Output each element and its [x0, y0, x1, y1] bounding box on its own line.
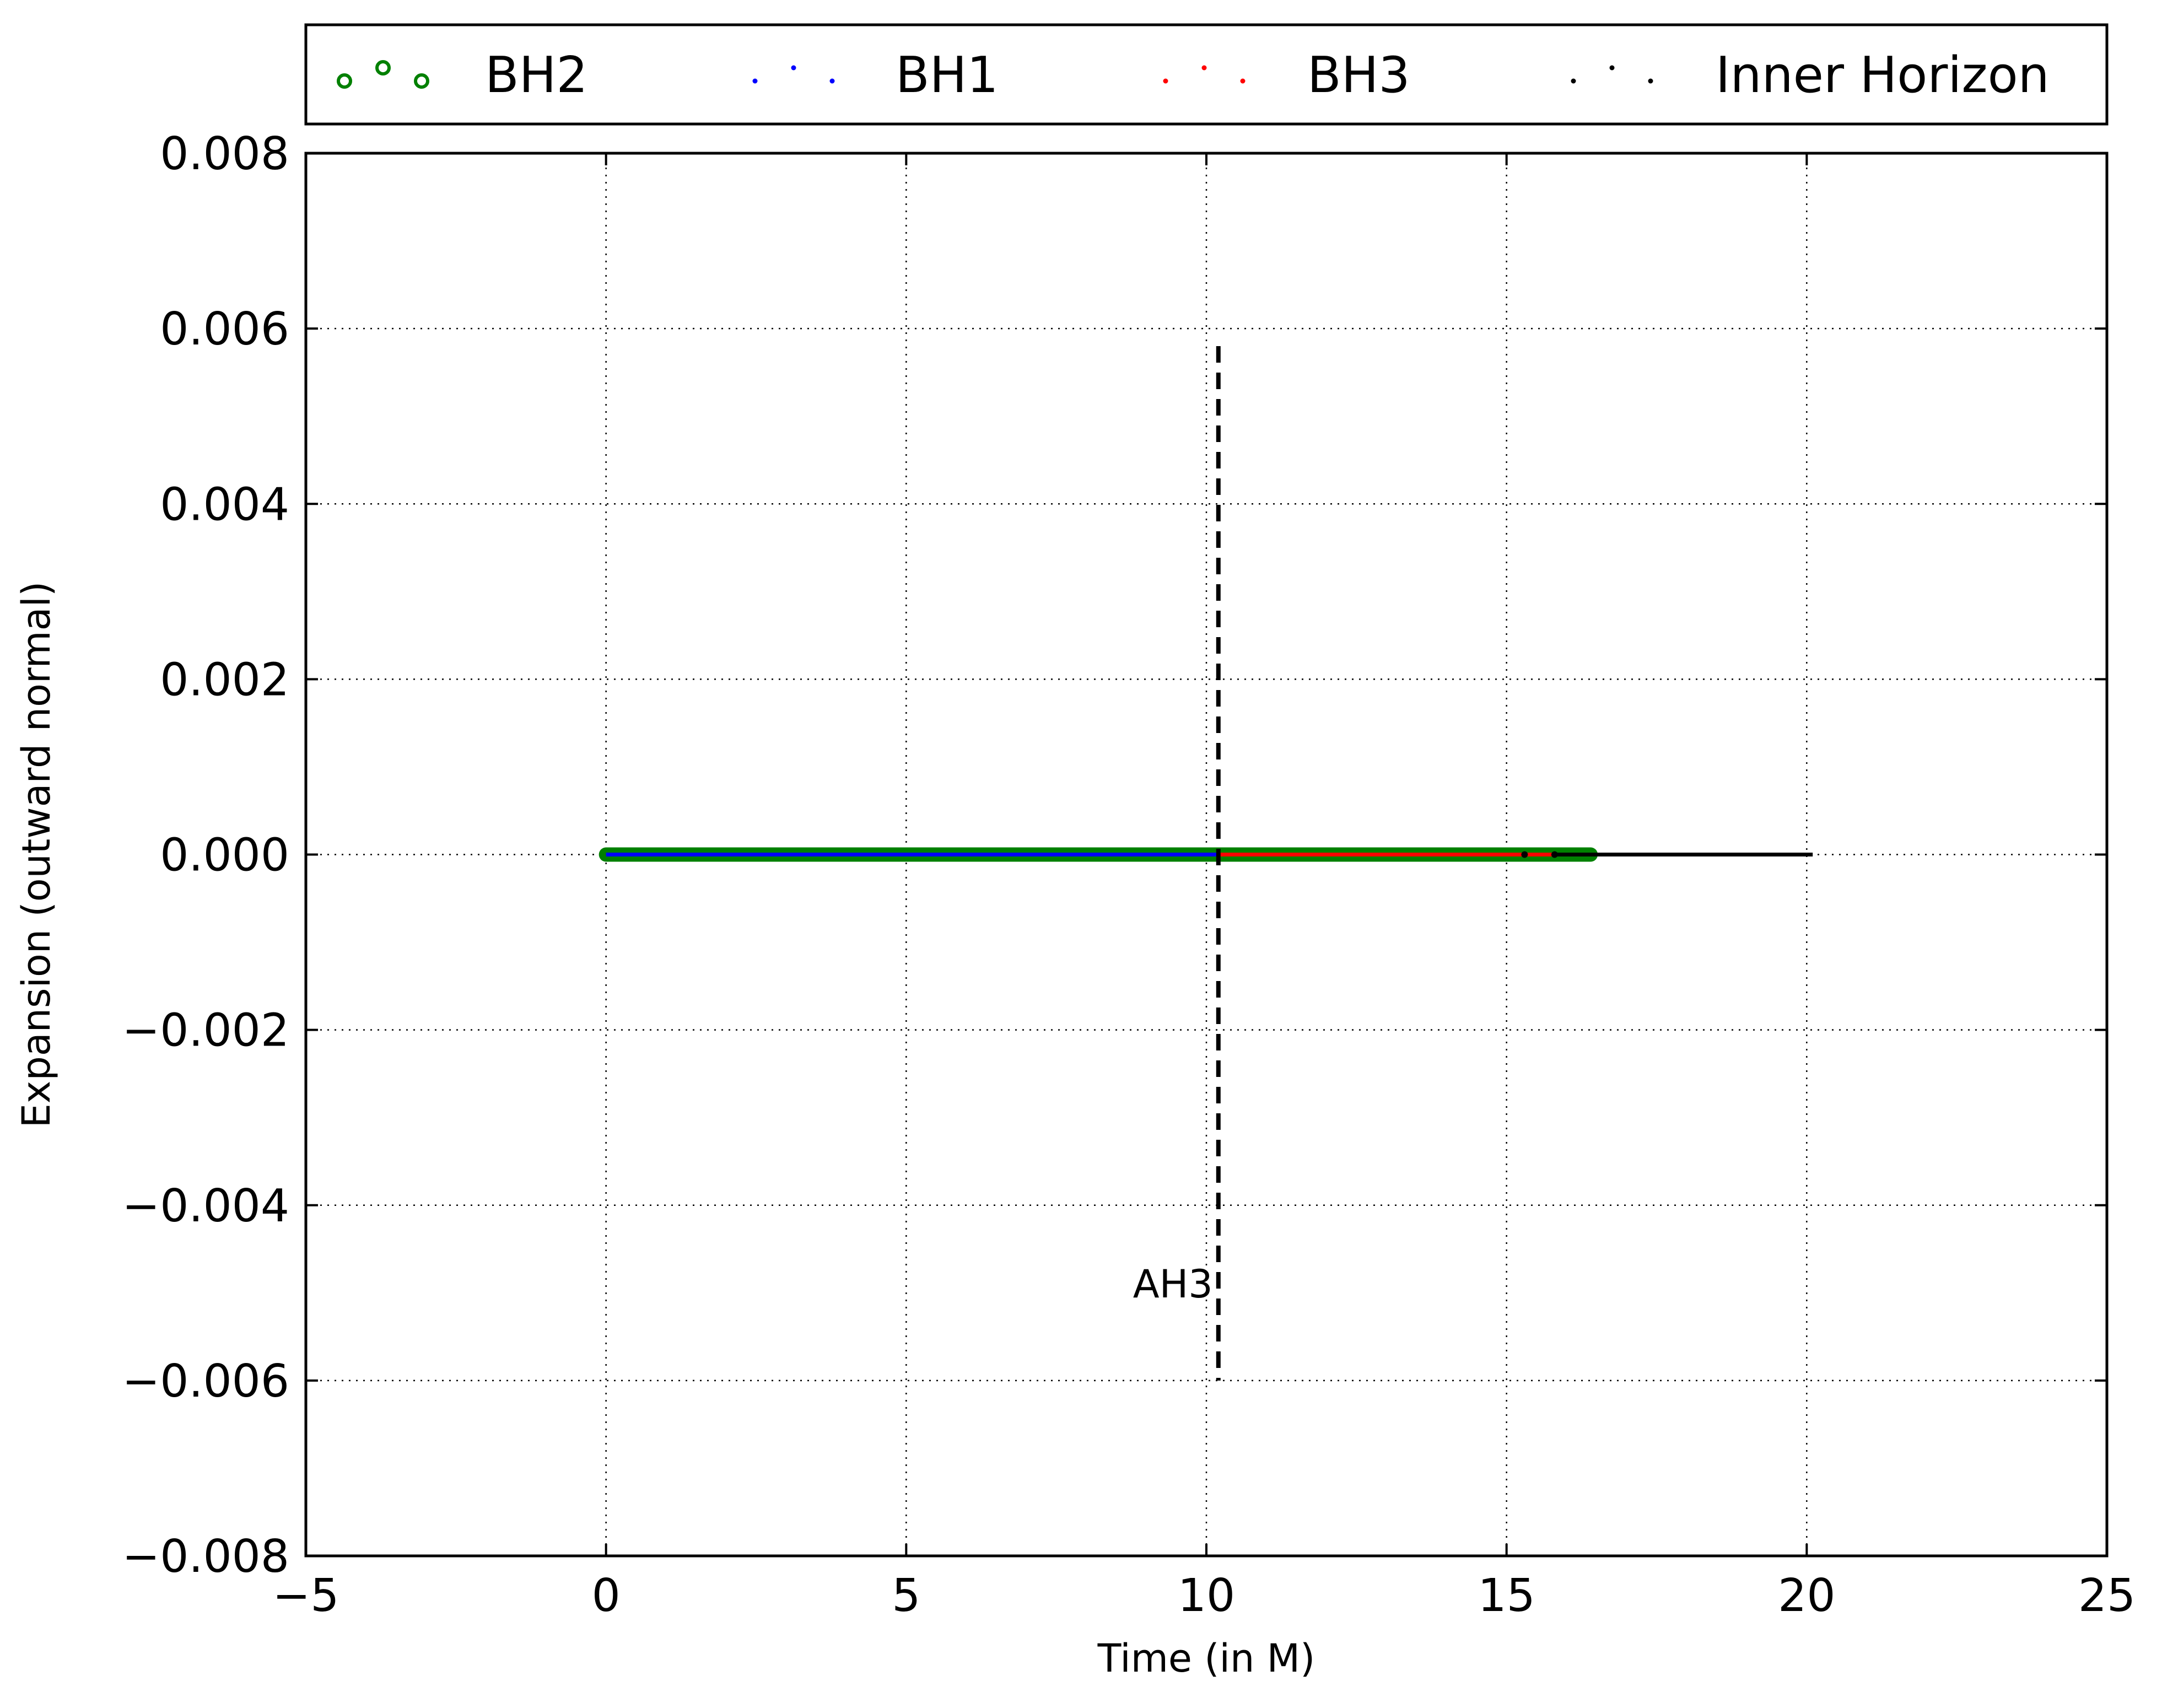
- y-axis-label: Expansion (outward normal): [14, 581, 59, 1128]
- legend-label-bh2: BH2: [485, 46, 588, 104]
- x-axis-label: Time (in M): [1097, 1636, 1315, 1681]
- legend-marker-bh2: [375, 60, 391, 76]
- legend-marker-bh3: [1240, 78, 1246, 84]
- legend-marker-inner-horizon: [1609, 65, 1615, 71]
- legend-marker-bh3: [1201, 65, 1207, 71]
- legend-label-bh1: BH1: [896, 46, 999, 104]
- y-tick-label: 0.008: [160, 128, 289, 180]
- legend-marker-inner-horizon: [1571, 78, 1576, 84]
- y-tick-label: 0.004: [160, 478, 289, 531]
- y-tick-label: 0.000: [160, 829, 289, 882]
- legend-marker-bh1: [791, 65, 796, 71]
- y-tick-label: 0.002: [160, 654, 289, 706]
- inner-horizon-marker: [1551, 851, 1558, 858]
- legend-label-bh3: BH3: [1307, 46, 1410, 104]
- legend-marker-bh1: [752, 78, 758, 84]
- x-tick-label: 5: [892, 1570, 920, 1622]
- x-tick-label: −5: [273, 1570, 339, 1622]
- x-tick-label: 10: [1178, 1570, 1235, 1622]
- y-tick-label: −0.008: [122, 1531, 289, 1583]
- legend-marker-bh2: [337, 73, 352, 89]
- x-tick-label: 0: [592, 1570, 621, 1622]
- inner-horizon-marker: [1521, 851, 1528, 858]
- y-tick-label: −0.006: [122, 1355, 289, 1408]
- legend-frame: [304, 23, 2109, 126]
- legend: BH2 BH1 BH3 Inner Horizon: [304, 23, 2109, 126]
- grid-lines: [306, 153, 2107, 1556]
- annotation-layer: AH3: [1133, 346, 1221, 1381]
- legend-marker-inner-horizon: [1648, 78, 1653, 84]
- y-tick-label: −0.004: [122, 1180, 289, 1232]
- axis-ticks: [305, 152, 2108, 1557]
- series-layer: [599, 847, 1813, 862]
- x-tick-label: 20: [1778, 1570, 1835, 1622]
- y-tick-label: −0.002: [122, 1005, 289, 1057]
- x-tick-label: 15: [1478, 1570, 1535, 1622]
- x-tick-label: 25: [2078, 1570, 2136, 1622]
- legend-marker-bh2: [414, 73, 429, 89]
- legend-marker-bh1: [829, 78, 835, 84]
- y-tick-label: 0.006: [160, 303, 289, 355]
- ah3-annotation-label: AH3: [1133, 1262, 1213, 1307]
- tick-labels: −5 0 5 10 15 20 25 0.008 0.006 0.004 0.002 0.000 −0.…: [122, 128, 2136, 1622]
- legend-label-inner-horizon: Inner Horizon: [1716, 46, 2050, 104]
- legend-marker-bh3: [1163, 78, 1168, 84]
